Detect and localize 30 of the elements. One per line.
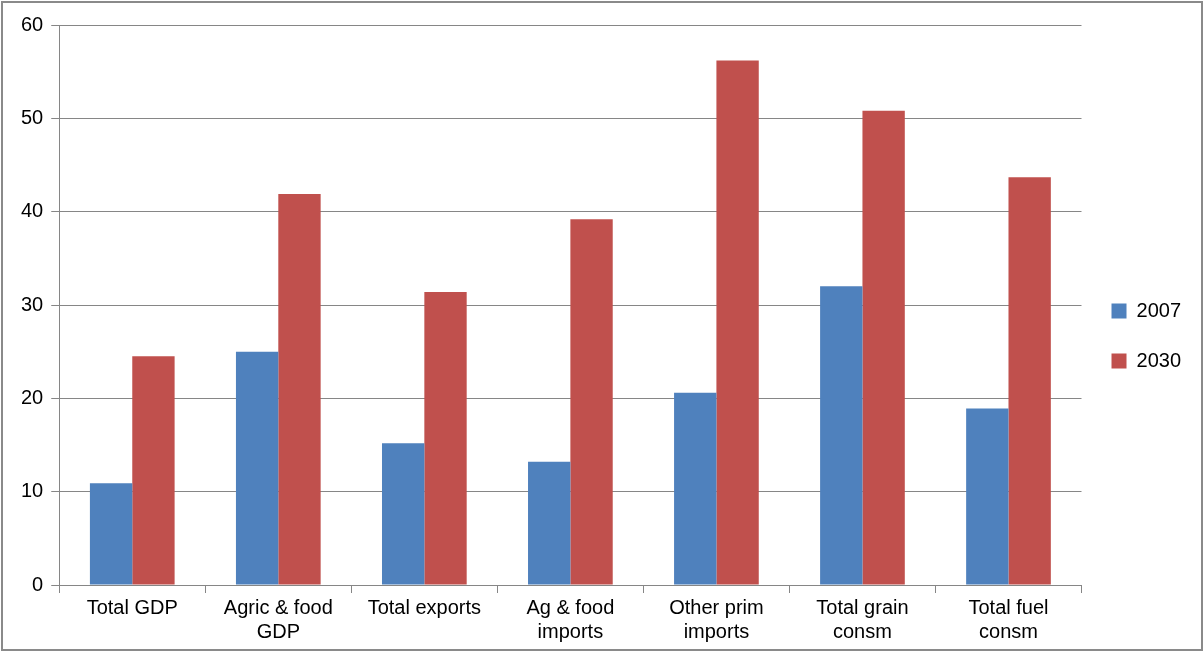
bar <box>278 193 321 585</box>
x-tick-label: Total GDP <box>86 595 178 618</box>
y-tick-label: 20 <box>21 385 44 408</box>
x-tick-label: Total exports <box>367 595 482 618</box>
bar <box>966 408 1009 585</box>
y-tick-label: 0 <box>32 572 44 595</box>
y-tick-label: 10 <box>21 479 44 502</box>
y-tick-label: 50 <box>21 105 44 128</box>
legend-label: 2007 <box>1136 298 1182 321</box>
bar <box>716 60 759 585</box>
bar <box>132 356 175 585</box>
bar <box>820 286 863 585</box>
y-tick-label: 60 <box>21 12 44 35</box>
bar <box>89 483 133 585</box>
bar <box>674 392 717 585</box>
y-tick-label: 30 <box>21 292 44 315</box>
x-tick-label: Total fuel consm <box>968 595 1049 642</box>
bar <box>1008 177 1051 585</box>
bar <box>235 351 279 585</box>
legend-label: 2030 <box>1136 348 1182 371</box>
bar <box>570 219 613 585</box>
bar <box>862 110 905 585</box>
x-tick-label: Total grain consm <box>816 595 909 642</box>
bar <box>381 443 425 585</box>
bar <box>528 461 571 585</box>
x-tick-label: Other prim imports <box>669 595 764 642</box>
x-tick-label: Agric & food GDP <box>223 595 333 642</box>
y-tick-label: 40 <box>21 199 44 222</box>
bar <box>424 291 467 585</box>
x-tick-label: Ag & food imports <box>526 595 615 642</box>
